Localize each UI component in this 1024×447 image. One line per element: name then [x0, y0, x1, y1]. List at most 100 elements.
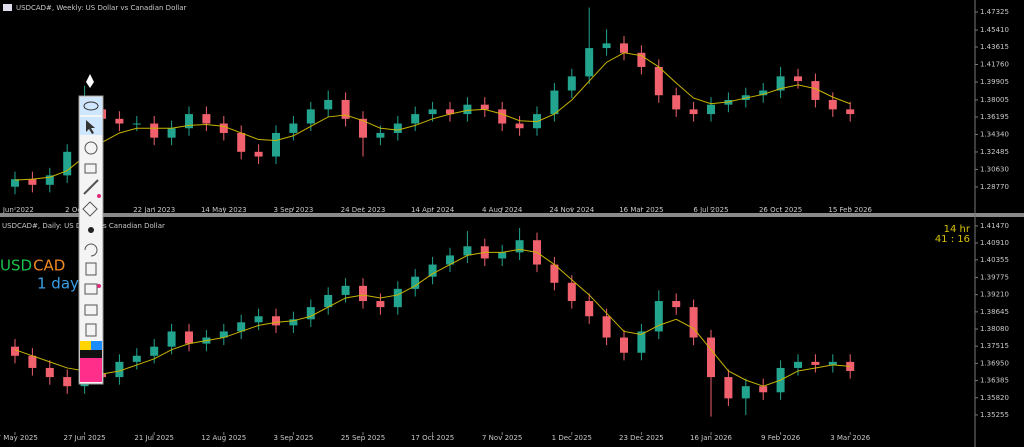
candle-body	[585, 48, 594, 77]
candle-body	[202, 114, 211, 124]
shape-tool[interactable]	[82, 201, 98, 217]
candle-body	[393, 288, 402, 308]
candle-body	[11, 179, 19, 187]
delete-tool[interactable]	[85, 262, 97, 276]
candle-body	[237, 132, 246, 152]
symbol-label: CAD	[33, 257, 65, 275]
color-swatch[interactable]	[91, 341, 102, 350]
candle-body	[515, 123, 524, 129]
undo-tool[interactable]	[84, 243, 98, 257]
y-tick-label: 1.41470	[980, 222, 1009, 230]
candle-body	[741, 386, 750, 399]
tool-dot	[97, 284, 101, 288]
y-tick-label: 1.36950	[980, 359, 1009, 367]
candle-body	[689, 109, 698, 115]
y-tick-label: 1.38080	[980, 325, 1009, 333]
x-tick-label: 12 Aug 2025	[201, 434, 246, 442]
hide-tool[interactable]	[84, 141, 98, 155]
candle-body	[637, 52, 646, 67]
color-swatch[interactable]	[80, 358, 102, 382]
candle-body	[463, 104, 472, 115]
candle-body	[254, 316, 263, 323]
color-swatch[interactable]	[80, 350, 102, 358]
candle-body	[411, 276, 420, 289]
y-tick-label: 1.40355	[980, 256, 1009, 264]
y-tick-label: 1.45410	[980, 26, 1009, 34]
candle-body	[446, 109, 454, 115]
y-tick-label: 1.38645	[980, 308, 1009, 316]
countdown: 14 hr	[944, 224, 971, 235]
candle-body	[272, 316, 280, 326]
pen-icon[interactable]	[86, 74, 94, 88]
y-tick-label: 1.39775	[980, 273, 1009, 281]
candle-body	[672, 301, 681, 308]
candle-body	[515, 240, 524, 253]
pane-divider	[0, 213, 1024, 217]
candle-body	[289, 319, 298, 326]
x-tick-label: 24 Nov 2024	[549, 206, 594, 214]
candle-body	[550, 90, 559, 115]
candle-body	[794, 76, 802, 82]
candle-body	[45, 175, 54, 185]
y-tick-label: 1.35820	[980, 394, 1009, 402]
x-tick-label: 25 Sep 2025	[341, 434, 385, 442]
template-tool[interactable]	[85, 323, 97, 337]
countdown: 41 : 16	[935, 234, 970, 245]
candle-body	[654, 66, 663, 96]
y-tick-label: 1.38005	[980, 96, 1009, 104]
x-tick-label: 4 Aug 2024	[482, 206, 523, 214]
y-tick-label: 1.32485	[980, 148, 1009, 156]
candle-body	[637, 331, 646, 353]
candle-body	[324, 99, 333, 110]
candle-body	[811, 81, 820, 100]
x-tick-label: 24 Dec 2023	[341, 206, 386, 214]
candle-body	[167, 128, 176, 138]
magnet-tool[interactable]	[84, 283, 98, 295]
candle-body	[150, 123, 159, 138]
candle-body	[654, 301, 663, 332]
candle-body	[272, 132, 280, 157]
candle-body	[237, 322, 246, 332]
x-tick-label: 7 Nov 2025	[482, 434, 522, 442]
candle-body	[411, 114, 420, 124]
x-tick-label: 15 Feb 2026	[828, 206, 872, 214]
moving-average	[14, 248, 851, 387]
chart-title: USDCAD#, Weekly: US Dollar vs Canadian D…	[16, 4, 187, 12]
x-tick-label: 14 May 2023	[201, 206, 247, 214]
candle-body	[63, 151, 72, 176]
candle-body	[602, 43, 611, 49]
y-tick-label: 1.34340	[980, 130, 1009, 138]
y-tick-label: 1.40910	[980, 239, 1009, 247]
candle-body	[602, 316, 611, 338]
cursor-icon	[86, 120, 95, 134]
drawing-toolbar	[78, 74, 104, 385]
color-swatch[interactable]	[80, 341, 91, 350]
candle-body	[393, 123, 402, 133]
eraser-tool[interactable]	[84, 163, 97, 174]
y-tick-label: 1.39210	[980, 291, 1009, 299]
candle-body	[341, 99, 350, 119]
candle-body	[585, 301, 594, 317]
candle-body	[567, 76, 576, 91]
candle-body	[185, 331, 193, 344]
candle-body	[446, 255, 454, 265]
y-tick-label: 1.30630	[980, 165, 1009, 173]
candle-body	[28, 179, 37, 185]
candle-body	[341, 285, 350, 295]
candle-body	[359, 285, 367, 302]
x-tick-label: 27 Jun 2025	[64, 434, 106, 442]
candle-body	[811, 361, 820, 365]
point-tool[interactable]	[88, 227, 94, 233]
candle-body	[428, 109, 437, 115]
candle-body	[828, 99, 837, 110]
eye-tool[interactable]	[80, 97, 102, 115]
line-tool[interactable]	[83, 179, 99, 195]
screenshot-tool[interactable]	[84, 304, 98, 316]
candle-body	[11, 346, 19, 356]
candle-body	[759, 90, 768, 96]
x-tick-label: 3 Sep 2023	[273, 206, 313, 214]
candle-body	[428, 264, 437, 277]
x-tick-label: 1 Dec 2025	[552, 434, 592, 442]
